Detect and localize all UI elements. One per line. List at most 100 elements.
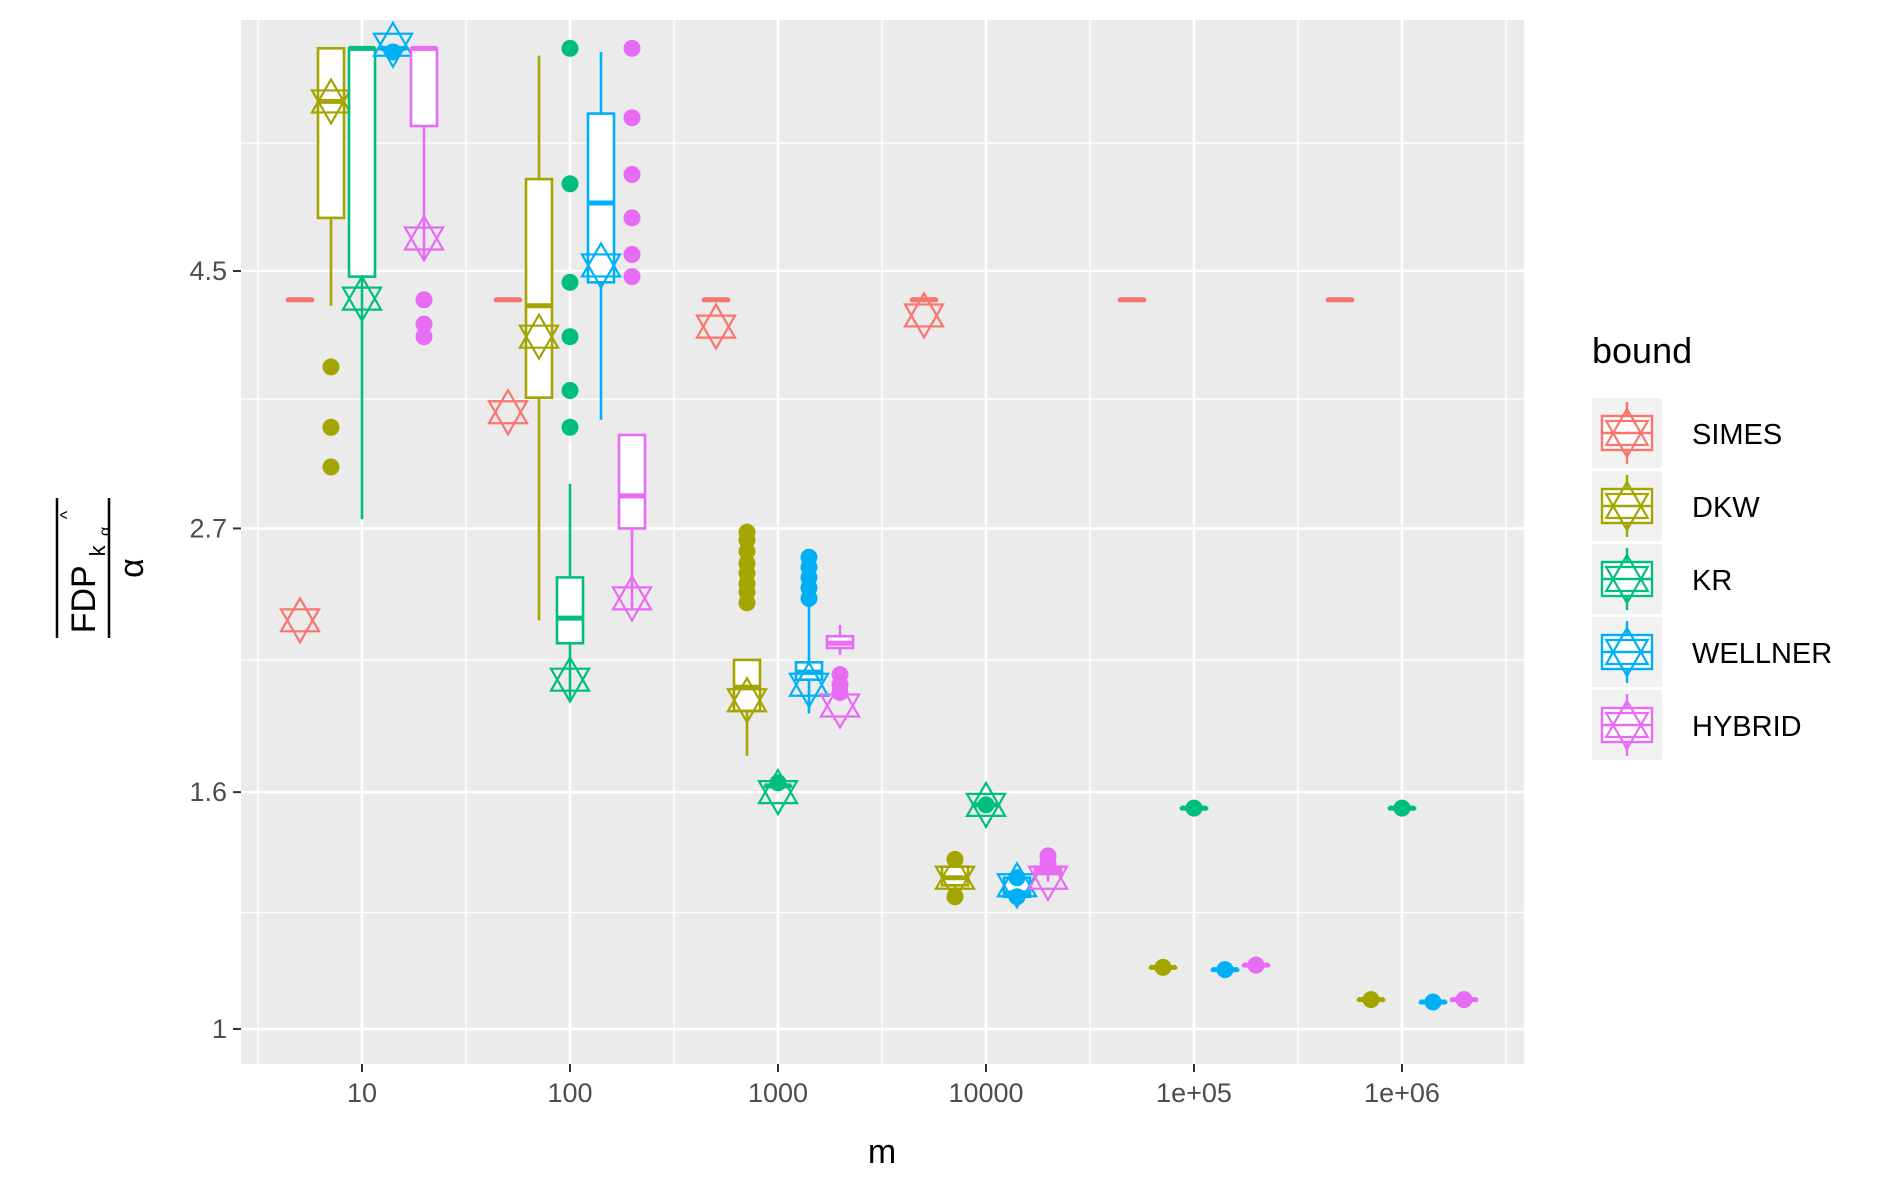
series-hybrid [403,39,1479,1009]
series-wellner-m100 [580,51,622,420]
series-simes-m1000 [695,297,737,351]
legend-key-star-1-up [1604,479,1650,520]
series-hybrid-m100-box [617,433,647,530]
series-hybrid-m100-outlier-4 [623,245,641,263]
legend: SIMES DKW KR WELLNER HYBRID [1592,398,1832,760]
series-dkw-m100-mean-down [518,324,560,361]
series-kr-m100-box [555,576,585,645]
series-hybrid-m10-mean [403,214,445,263]
series-kr-m100000-outlier-0 [1185,799,1203,817]
series-wellner-m10000-mean-up [996,861,1038,898]
data-marks [279,20,1479,1011]
minor-gridlines [241,20,1524,1064]
series-kr-m100-mean-up [549,655,591,692]
series-hybrid-m100000 [1241,956,1271,974]
series-kr-m10 [341,45,383,520]
series-kr-m100-outlier-2 [561,273,579,291]
series-dkw-m100 [518,55,560,621]
series-kr-m1000000 [1387,799,1417,817]
series-kr [341,39,1417,830]
legend-key-star-2 [1604,552,1650,606]
x-tick-label-1: 100 [547,1078,592,1108]
series-simes-m1000-mean-up [695,302,737,339]
series-wellner-m100000 [1210,961,1240,979]
series-dkw-m100-mean-up [518,312,560,349]
series-wellner-m100-mean [580,241,622,290]
series-kr-m10000-mean-down [965,792,1007,830]
series-hybrid-m10-mean-up [403,214,445,251]
x-tick-label-5: 1e+06 [1364,1078,1440,1108]
series-hybrid-m1000-outlier-2 [831,683,849,701]
series-dkw-m10000-mean-up [934,853,976,890]
series-hybrid-m100-outlier-3 [623,209,641,227]
series-dkw-m1000000-outlier-0 [1362,991,1380,1009]
series-wellner-m10000-mean-down [996,873,1038,910]
series-dkw-m1000000 [1356,991,1386,1009]
series-hybrid-m10000 [1027,847,1069,902]
series-hybrid-m10-box [409,47,439,128]
x-tick-label-3: 10000 [948,1078,1023,1108]
series-simes-m1000-mean [695,302,737,351]
legend-label-wellner: WELLNER [1692,638,1832,670]
series-kr-m100-outlier-4 [561,382,579,400]
series-simes-m100-mean-down [487,400,529,437]
series-hybrid-m10-outlier-1 [415,315,433,333]
series-dkw-m10-outlier-0 [322,358,340,376]
series-kr-m10000-mean-up [965,780,1007,817]
series-wellner-m10-mean-up [372,20,414,57]
series-simes-m10-mean-up [279,596,321,633]
series-hybrid-m1000-mean [819,681,861,730]
legend-label-hybrid: HYBRID [1692,711,1802,743]
series-dkw-m1000-mean [726,676,768,725]
series-hybrid-m10-mean-down [403,226,445,263]
y-axis-title: FDP k α ^ α [55,498,151,638]
series-simes-m1000-mean-down [695,314,737,351]
legend-key-star-0-down [1604,419,1650,460]
series-simes-m10000-mean [903,291,945,340]
series-wellner-m1000-mean-down [788,672,830,709]
series-dkw-m10000-mean-down [934,865,976,902]
series-kr-m100000 [1179,799,1209,817]
series-simes-m100-mean-up [487,388,529,425]
series-kr-m1000-outlier-0 [769,774,787,792]
series-hybrid-m1000-mean-down [819,693,861,730]
series-wellner-m10000-mean [996,861,1038,910]
series-hybrid-m10 [403,45,445,346]
series-kr-m1000 [757,767,799,817]
series-simes-m10-mean-down [279,608,321,645]
series-wellner-m100-mean-up [580,241,622,278]
series-kr-m100-outlier-3 [561,328,579,346]
series-hybrid-m10000-mean-up [1027,853,1069,890]
series-kr-m10000-mean [965,780,1007,830]
series-wellner-m100000-outlier-0 [1216,961,1234,979]
legend-key-star-0-up [1604,406,1650,447]
series-wellner-m10000 [996,861,1038,910]
series-wellner [372,20,1448,1011]
series-wellner-m1000-mean [788,660,830,709]
legend-key-star-2-down [1604,565,1650,606]
series-hybrid-m1000000 [1449,991,1479,1009]
series-hybrid-m100 [611,39,653,623]
legend-entry-hybrid: HYBRID [1592,690,1802,760]
series-hybrid-m1000000-outlier-0 [1455,991,1473,1009]
series-kr-m1000-mean-up [757,767,799,805]
series-kr-m10000-outlier-0 [977,796,995,814]
y-axis-title-numerator: FDP k α [65,527,114,634]
legend-key-star-3-down [1604,638,1650,679]
series-dkw-m10 [310,47,352,476]
series-dkw-m1000-mean-down [726,688,768,725]
series-hybrid-m100-outlier-2 [623,165,641,183]
series-wellner-m1000000-outlier-0 [1424,993,1442,1011]
y-tick-label-2: 2.7 [189,513,227,543]
series-dkw-m10-mean-down [310,89,352,126]
series-wellner-m10-mean [372,20,414,69]
series-kr-m100-mean-down [549,667,591,704]
series-kr-m100-outlier-5 [561,418,579,436]
series-dkw-m100000-outlier-0 [1154,958,1172,976]
series-simes-m10000-mean-down [903,303,945,340]
series-dkw-m1000-mean-up [726,676,768,713]
series-wellner-m1000 [788,548,830,714]
x-axis-title: m [868,1133,896,1171]
series-kr-m10-box [347,47,377,278]
